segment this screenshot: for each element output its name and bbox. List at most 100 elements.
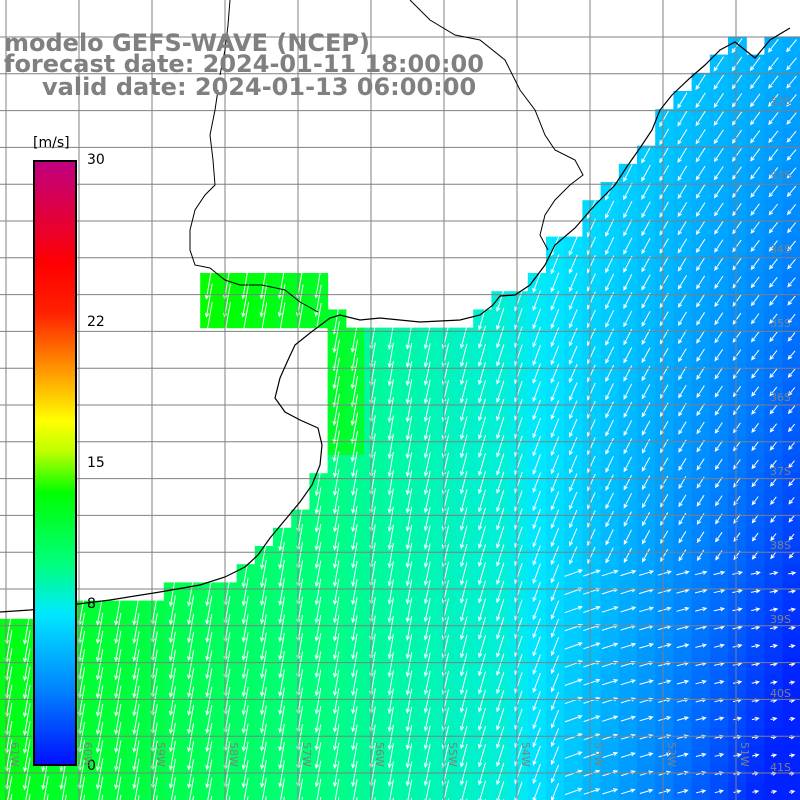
wind-arrow	[225, 777, 231, 800]
wind-arrow	[187, 650, 195, 680]
wind-arrow	[423, 452, 431, 477]
wind-arrow	[786, 185, 797, 198]
wind-arrow	[459, 325, 468, 349]
wind-arrow	[750, 294, 760, 307]
wind-arrow	[749, 56, 761, 72]
wind-arrow	[187, 722, 195, 753]
wind-arrow	[261, 778, 267, 800]
wind-arrow	[605, 200, 615, 219]
wind-arrow	[478, 744, 486, 768]
wind-arrow	[459, 361, 468, 386]
wind-arrow	[714, 367, 724, 380]
wind-arrow	[568, 473, 578, 493]
wind-arrow	[677, 92, 688, 109]
wind-arrow	[532, 508, 541, 530]
wind-arrow	[241, 705, 249, 734]
wind-arrow	[278, 596, 285, 625]
wind-arrow	[423, 725, 431, 750]
wind-arrow	[696, 366, 705, 380]
wind-arrow	[332, 688, 340, 715]
wind-arrow	[659, 110, 670, 127]
wind-arrow	[676, 606, 690, 612]
wind-arrow	[677, 220, 688, 236]
wind-arrow	[95, 612, 104, 645]
wind-arrow	[278, 651, 285, 679]
wind-arrow	[639, 715, 654, 722]
wind-arrow	[478, 562, 486, 586]
wind-arrow	[478, 325, 486, 349]
wind-arrow	[750, 313, 760, 325]
wind-arrow	[769, 571, 779, 576]
wind-arrow	[623, 456, 633, 473]
wind-arrow	[459, 634, 468, 659]
wind-arrow	[677, 128, 688, 145]
wind-arrow	[387, 324, 394, 350]
wind-arrow	[568, 400, 578, 420]
wind-arrow	[550, 381, 560, 402]
wind-arrow	[677, 311, 687, 327]
wind-arrow	[43, 776, 49, 800]
wind-arrow	[387, 597, 394, 623]
wind-arrow	[677, 110, 688, 127]
wind-arrow	[770, 789, 778, 794]
wind-arrow	[751, 532, 759, 542]
wind-arrow	[423, 324, 431, 350]
wind-arrow	[750, 111, 761, 126]
wind-arrow	[423, 670, 431, 696]
wind-arrow	[731, 93, 743, 108]
wind-arrow	[677, 238, 688, 254]
latitude-label: 38S	[770, 539, 791, 552]
wind-arrow	[459, 598, 468, 622]
wind-arrow	[132, 722, 140, 753]
wind-arrow	[405, 561, 413, 587]
wind-arrow	[459, 671, 468, 695]
wind-arrow	[623, 383, 633, 400]
wind-arrow	[423, 616, 431, 641]
wind-arrow	[478, 653, 486, 677]
latitude-label: 39S	[770, 613, 791, 626]
wind-arrow	[459, 343, 468, 368]
wind-arrow	[677, 165, 688, 182]
wind-arrow	[786, 94, 797, 107]
wind-arrow	[623, 420, 633, 437]
wind-arrow	[532, 782, 541, 800]
wind-arrow	[459, 616, 468, 641]
wind-arrow	[314, 669, 322, 697]
wind-arrow	[332, 669, 340, 697]
wind-arrow	[678, 421, 687, 435]
wind-arrow	[568, 236, 578, 256]
longitude-label: 57W	[300, 742, 313, 767]
wind-arrow	[678, 457, 687, 471]
wind-arrow	[714, 330, 724, 344]
wind-arrow	[532, 727, 541, 748]
wind-arrow	[405, 379, 413, 405]
wind-arrow	[387, 615, 394, 642]
wind-arrow	[677, 183, 688, 200]
wind-arrow	[423, 506, 431, 532]
wind-arrow	[241, 283, 250, 318]
wind-arrow	[496, 453, 505, 476]
wind-arrow	[387, 524, 394, 551]
wind-arrow	[638, 570, 655, 576]
wind-arrow	[351, 633, 358, 660]
wind-arrow	[769, 423, 777, 433]
wind-arrow	[605, 346, 615, 365]
wind-arrow	[314, 742, 322, 770]
wind-arrow	[205, 741, 213, 771]
wind-arrow	[769, 441, 777, 451]
wind-arrow	[496, 653, 505, 676]
wind-arrow	[98, 776, 104, 800]
wind-arrow	[405, 324, 413, 350]
latitude-label: 34S	[770, 243, 791, 256]
wind-arrow	[751, 404, 760, 415]
wind-arrow	[678, 384, 687, 399]
wind-arrow	[789, 789, 796, 794]
wind-arrow	[639, 788, 654, 794]
wind-arrow	[405, 452, 413, 478]
wind-arrow	[459, 780, 468, 800]
wind-arrow	[641, 292, 651, 309]
wind-arrow	[768, 203, 779, 216]
wind-arrow	[569, 509, 578, 529]
wind-arrow	[278, 723, 285, 752]
